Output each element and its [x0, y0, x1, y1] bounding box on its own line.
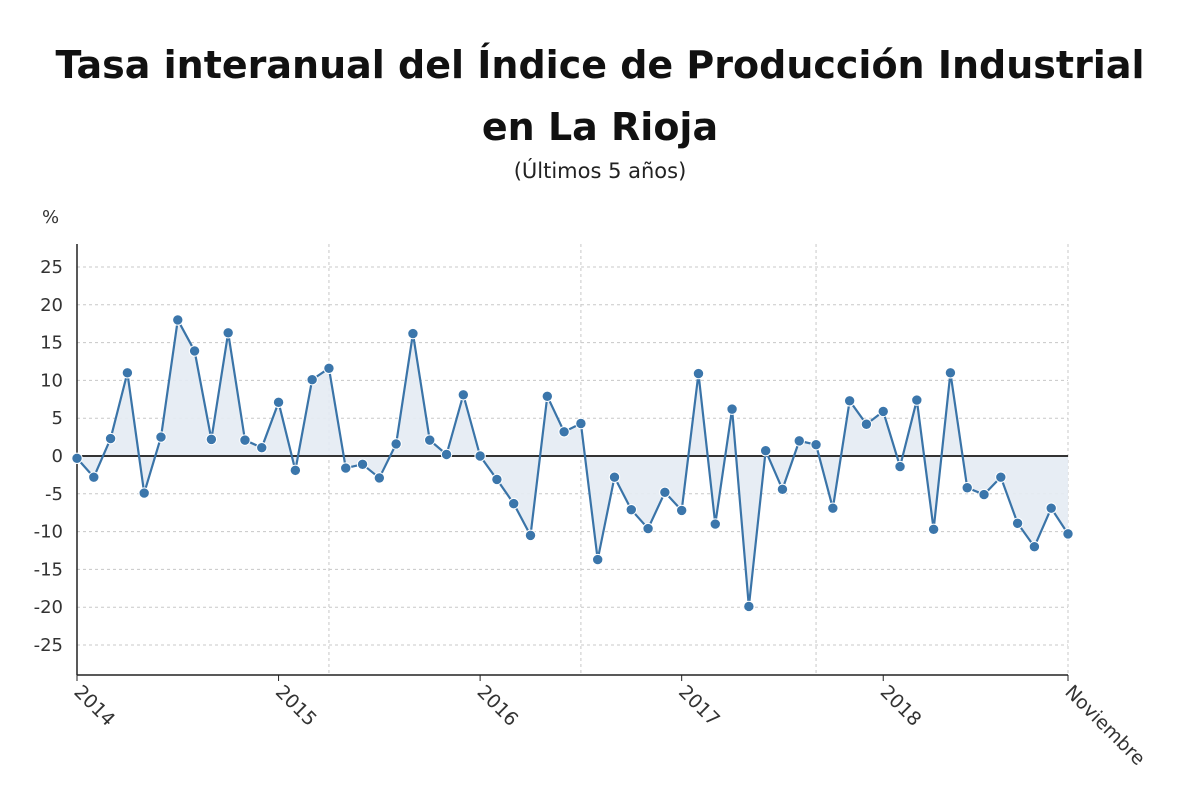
data-point [911, 394, 923, 406]
data-point [306, 373, 318, 386]
x-tick-label: 2016 [473, 681, 523, 731]
data-point [289, 464, 302, 477]
vertical-gridlines [328, 244, 1069, 675]
data-point [1045, 502, 1057, 514]
data-point [390, 438, 402, 450]
data-point [659, 486, 671, 498]
y-tick-label: 25 [40, 257, 63, 278]
data-point [407, 327, 419, 340]
data-point [155, 431, 167, 443]
axes [76, 244, 1068, 676]
y-tick-label: -20 [34, 597, 63, 618]
data-point [944, 367, 957, 379]
y-axis-unit-label: % [42, 207, 59, 228]
data-point [692, 367, 705, 380]
x-tick-label: 2017 [674, 681, 724, 731]
data-point [961, 482, 973, 494]
data-point [323, 362, 335, 375]
y-tick-label: 10 [40, 370, 63, 391]
data-point [440, 448, 453, 461]
series-line [76, 318, 1069, 608]
data-point [256, 441, 268, 454]
data-point [524, 529, 537, 542]
data-point [1028, 541, 1041, 553]
y-tick-label: -10 [34, 522, 63, 543]
x-tick-label: 2018 [876, 681, 926, 731]
data-point [138, 487, 150, 499]
data-point [927, 523, 940, 536]
x-tick-label: Noviembre [1060, 681, 1149, 770]
data-point [356, 458, 369, 471]
y-tick-label: 20 [40, 295, 63, 316]
x-axis-ticks: 2014 2015 2016 2017 2018 Noviembre [69, 675, 1149, 770]
data-point [188, 345, 201, 357]
data-point [457, 389, 470, 401]
data-point [222, 327, 234, 339]
data-point [88, 471, 100, 483]
data-point [860, 418, 873, 430]
data-point [558, 426, 570, 438]
data-point [591, 553, 604, 566]
series-polyline [76, 318, 1069, 608]
data-point [172, 314, 184, 326]
data-point [827, 502, 839, 514]
data-point [424, 434, 436, 446]
y-tick-label: -25 [34, 635, 63, 656]
data-point [793, 435, 805, 447]
data-point [608, 471, 621, 483]
data-point [508, 497, 520, 510]
data-point [239, 434, 251, 446]
data-point [104, 432, 117, 445]
data-point [205, 433, 218, 446]
data-point [978, 488, 990, 501]
y-tick-label: -15 [34, 559, 63, 580]
data-point [995, 471, 1007, 483]
data-point [843, 395, 856, 407]
data-point [575, 417, 587, 430]
data-point [121, 367, 134, 379]
data-point [272, 396, 285, 409]
data-point [373, 472, 386, 484]
data-point [1062, 528, 1074, 540]
data-point [810, 438, 822, 451]
data-point [625, 503, 637, 516]
data-point [877, 405, 889, 418]
data-point [776, 483, 789, 495]
data-point [675, 504, 688, 517]
y-tick-label: 15 [40, 333, 63, 354]
data-point [340, 462, 352, 474]
data-point [491, 473, 503, 486]
chart-subtitle: (Últimos 5 años) [513, 159, 687, 183]
y-tick-label: 5 [52, 408, 63, 429]
series-points [71, 314, 1074, 613]
data-point [743, 600, 755, 613]
area-fill [77, 319, 1068, 607]
data-point [759, 445, 772, 457]
area-path [77, 319, 1068, 607]
data-point [642, 522, 654, 535]
x-tick-label: 2015 [271, 681, 321, 731]
y-axis-ticks: 25 20 15 10 5 0 -5 -10 -15 -20 -25 [34, 257, 63, 656]
data-point [709, 518, 721, 530]
data-point [474, 450, 486, 462]
y-tick-label: 0 [52, 446, 63, 467]
data-point [726, 403, 738, 415]
y-tick-label: -5 [45, 484, 63, 505]
data-point [541, 390, 554, 402]
data-point [894, 460, 906, 473]
x-tick-label: 2014 [69, 681, 119, 731]
data-point [1011, 517, 1024, 529]
data-point [71, 452, 83, 464]
chart-title: Tasa interanual del Índice de Producción… [55, 43, 1145, 149]
